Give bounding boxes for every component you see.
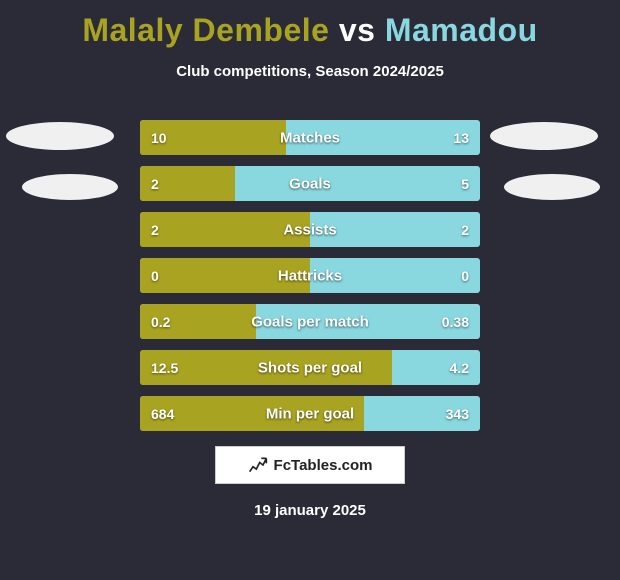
team-badge-right-1 — [490, 122, 598, 150]
stat-row: 10 Matches 13 — [140, 120, 480, 155]
stat-row: 2 Assists 2 — [140, 212, 480, 247]
stat-row: 0.2 Goals per match 0.38 — [140, 304, 480, 339]
stat-right-value: 0.38 — [442, 314, 469, 330]
player2-name: Mamadou — [385, 12, 538, 48]
stat-label: Goals — [289, 175, 331, 192]
stat-row: 2 Goals 5 — [140, 166, 480, 201]
date-text: 19 january 2025 — [254, 502, 366, 519]
page-title: Malaly Dembele vs Mamadou — [0, 0, 620, 49]
stat-row: 0 Hattricks 0 — [140, 258, 480, 293]
watermark-badge: FcTables.com — [215, 446, 405, 484]
stat-right-value: 2 — [461, 222, 469, 238]
stat-left-value: 684 — [151, 406, 174, 422]
stat-label: Shots per goal — [258, 359, 362, 376]
stat-label: Assists — [283, 221, 336, 238]
stat-left-value: 10 — [151, 130, 167, 146]
stat-left-value: 2 — [151, 176, 159, 192]
stat-label: Matches — [280, 129, 340, 146]
stat-right-value: 343 — [446, 406, 469, 422]
stat-left-value: 2 — [151, 222, 159, 238]
team-badge-left-1 — [6, 122, 114, 150]
subtitle: Club competitions, Season 2024/2025 — [0, 63, 620, 80]
stat-left-value: 12.5 — [151, 360, 178, 376]
stat-label: Min per goal — [266, 405, 354, 422]
stat-row: 684 Min per goal 343 — [140, 396, 480, 431]
stat-right-value: 4.2 — [450, 360, 469, 376]
stat-label: Hattricks — [278, 267, 342, 284]
stat-left-value: 0 — [151, 268, 159, 284]
chart-up-icon — [248, 456, 268, 474]
stat-right-value: 5 — [461, 176, 469, 192]
vs-text: vs — [339, 12, 385, 48]
stat-right-value: 0 — [461, 268, 469, 284]
team-badge-right-2 — [504, 174, 600, 200]
stat-row: 12.5 Shots per goal 4.2 — [140, 350, 480, 385]
stat-left-value: 0.2 — [151, 314, 170, 330]
team-badge-left-2 — [22, 174, 118, 200]
watermark-text: FcTables.com — [274, 457, 373, 474]
player1-name: Malaly Dembele — [82, 12, 329, 48]
stats-bars: 10 Matches 13 2 Goals 5 2 Assists 2 0 Hattricks 0 0.… — [140, 120, 480, 442]
stat-label: Goals per match — [251, 313, 369, 330]
stat-right-value: 13 — [453, 130, 469, 146]
